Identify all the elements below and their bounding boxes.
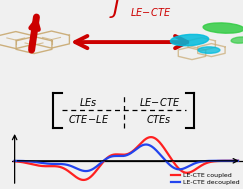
LE-CTE decoupled (71, 165, 74, 168)
LE-CTE decoupled (237, 160, 240, 162)
LE-CTE decoupled (146, 143, 148, 146)
Text: $\mathit{CTE\!-\!LE}$: $\mathit{CTE\!-\!LE}$ (68, 113, 109, 125)
Line: LE-CTE coupled: LE-CTE coupled (15, 137, 238, 180)
Text: $\mathit{CTEs}$: $\mathit{CTEs}$ (146, 113, 172, 125)
LE-CTE decoupled (13, 160, 16, 162)
Legend: LE-CTE coupled, LE-CTE decoupled: LE-CTE coupled, LE-CTE decoupled (171, 172, 240, 186)
Ellipse shape (203, 23, 243, 33)
Ellipse shape (198, 47, 220, 53)
LE-CTE coupled (182, 171, 185, 173)
LE-CTE decoupled (144, 143, 147, 146)
Text: $\mathit{J}$: $\mathit{J}$ (109, 0, 121, 20)
LE-CTE decoupled (53, 163, 56, 165)
Ellipse shape (231, 37, 243, 43)
LE-CTE decoupled (182, 167, 185, 170)
Text: $\mathit{LEs}$: $\mathit{LEs}$ (79, 96, 98, 108)
LE-CTE coupled (145, 137, 148, 139)
LE-CTE coupled (150, 136, 153, 138)
LE-CTE coupled (53, 165, 56, 167)
LE-CTE coupled (71, 173, 74, 175)
Line: LE-CTE decoupled: LE-CTE decoupled (15, 145, 238, 171)
LE-CTE decoupled (163, 158, 166, 161)
Ellipse shape (170, 34, 209, 46)
Text: $\mathit{LE\!-\!CTE}$: $\mathit{LE\!-\!CTE}$ (130, 6, 171, 18)
LE-CTE coupled (115, 153, 118, 156)
Text: $\mathit{LE\!-\!CTE}$: $\mathit{LE\!-\!CTE}$ (139, 96, 180, 108)
LE-CTE coupled (237, 160, 240, 162)
LE-CTE decoupled (115, 155, 118, 157)
LE-CTE coupled (163, 148, 166, 150)
LE-CTE decoupled (84, 170, 87, 172)
LE-CTE coupled (13, 160, 16, 162)
LE-CTE coupled (82, 179, 85, 181)
